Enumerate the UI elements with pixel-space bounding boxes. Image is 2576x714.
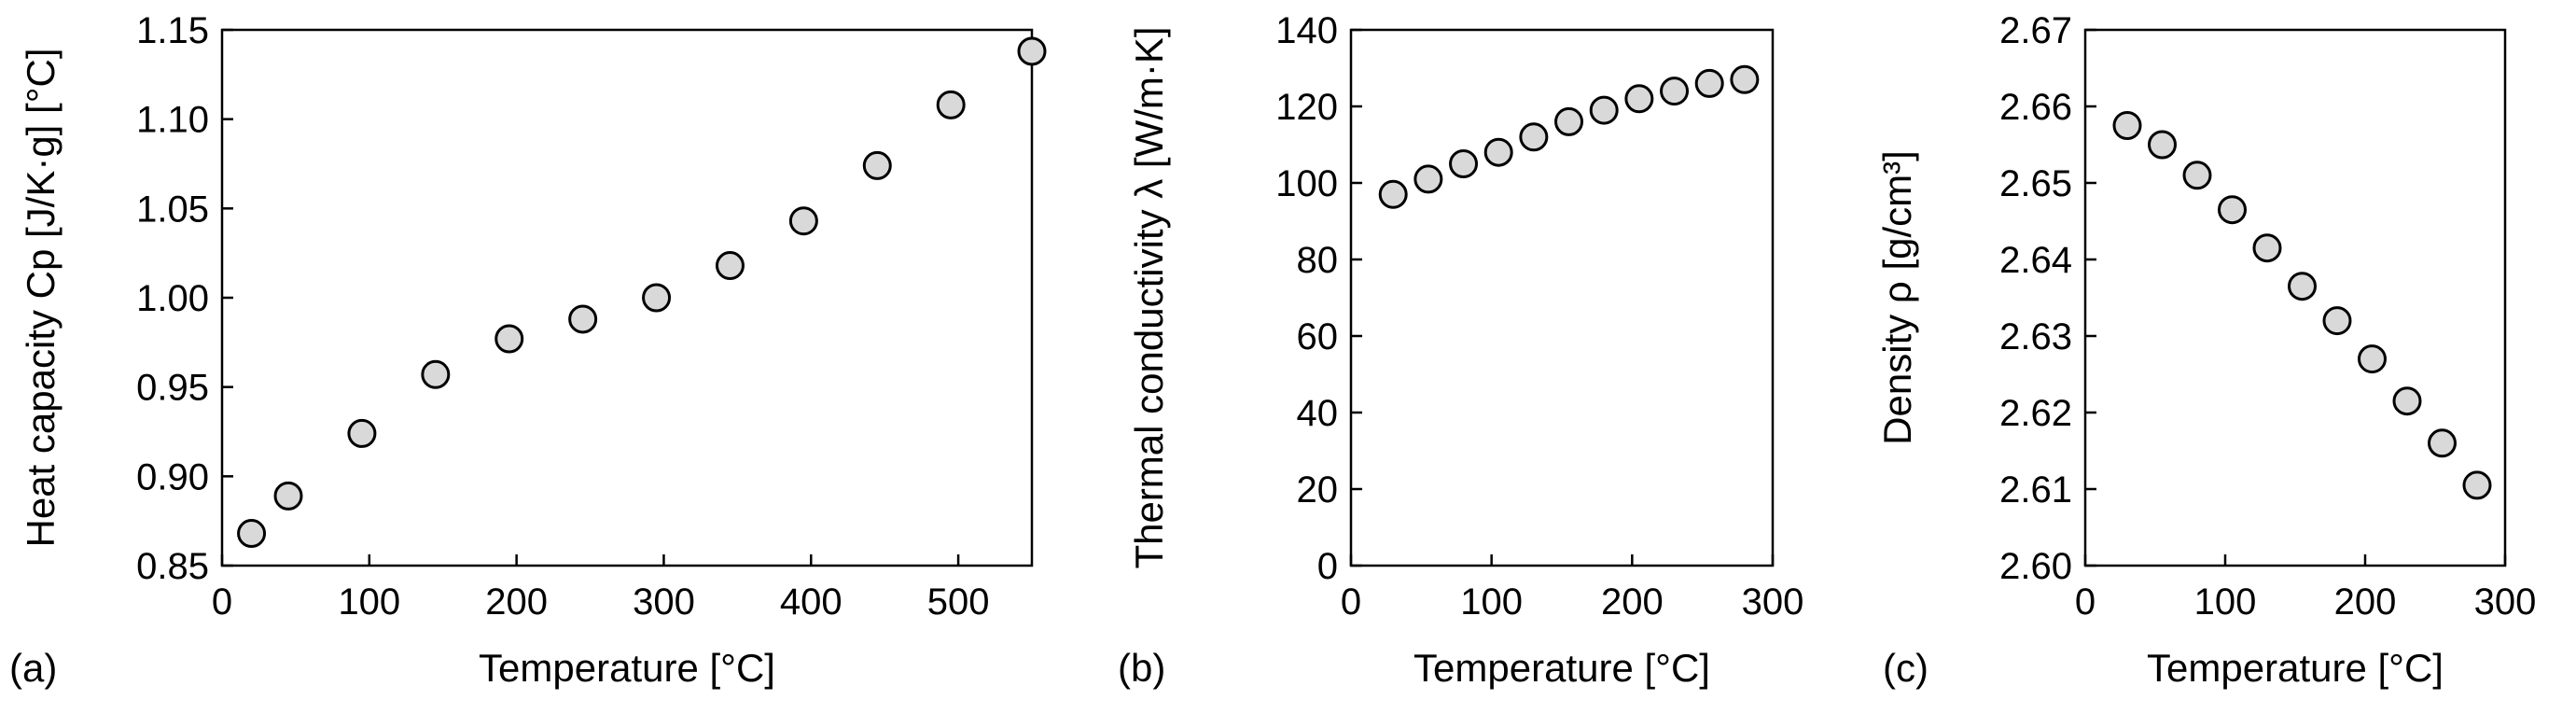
panel-a-data-point <box>788 206 818 236</box>
panel-c-data-point <box>2358 344 2387 374</box>
panel-a-data-point <box>421 359 451 389</box>
panel-c-y-tick-label: 2.67 <box>1999 10 2072 51</box>
panel-a-x-tick-label: 300 <box>633 581 695 623</box>
panel-c-y-ticks: 2.60 2.61 2.62 2.63 2.64 2.65 2.66 2.67 <box>1999 10 2096 587</box>
panel-c-density: 2.60 2.61 2.62 2.63 2.64 2.65 2.66 2.67 0 100 200… <box>1875 10 2536 690</box>
panel-a-data-point <box>936 90 966 119</box>
panel-b-data-point <box>1730 64 1760 94</box>
panel-b-data-point <box>1554 106 1584 136</box>
panel-b-y-tick-label: 140 <box>1275 10 1338 51</box>
panel-a-y-ticks: 0.85 0.90 0.95 1.00 1.05 1.10 1.15 <box>136 10 233 587</box>
panel-b-y-axis-label: Thermal conductivity λ [W/m·K] <box>1127 26 1171 568</box>
panel-c-x-tick-label: 100 <box>2194 581 2257 623</box>
panel-b-data-point <box>1660 77 1690 106</box>
panel-b-x-tick-label: 200 <box>1601 581 1664 623</box>
panel-b-x-ticks: 0 100 200 300 <box>1341 554 1804 623</box>
panel-a-y-tick-label: 0.90 <box>136 456 209 497</box>
panel-b-data-point <box>1624 84 1654 114</box>
panel-c-y-tick-label: 2.66 <box>1999 87 2072 128</box>
panel-a-y-tick-label: 1.00 <box>136 278 209 319</box>
panel-c-data-point <box>2392 386 2422 416</box>
panel-b-data-point <box>1378 179 1408 209</box>
panel-c-plot-frame <box>2083 28 2507 567</box>
panel-c-data-point <box>2148 130 2177 160</box>
panel-b-thermal-conductivity: 0 20 40 60 80 100 120 140 0 100 200 300 Thermal co… <box>1118 10 1803 690</box>
panel-a-data-point <box>715 251 745 281</box>
panel-a-x-axis-label: Temperature [°C] <box>479 646 775 690</box>
panel-a-x-tick-label: 0 <box>212 581 232 623</box>
panel-a-data-points <box>237 36 1047 549</box>
panel-b-data-point <box>1589 95 1619 125</box>
panel-a-x-tick-label: 400 <box>780 581 842 623</box>
panel-b-y-tick-label: 0 <box>1317 546 1338 587</box>
panel-b-x-axis-label: Temperature [°C] <box>1413 646 1710 690</box>
panel-c-data-point <box>2322 306 2352 336</box>
panel-c-data-point <box>2252 233 2282 263</box>
panel-a-y-tick-label: 1.15 <box>136 10 209 51</box>
panel-a-y-axis-label: Heat capacity Cp [J/K·g] [°C] <box>19 49 63 548</box>
panel-b-x-tick-label: 100 <box>1460 581 1523 623</box>
panel-a-x-tick-label: 100 <box>338 581 400 623</box>
panel-a-data-point <box>494 324 524 354</box>
panel-b-y-tick-label: 80 <box>1297 240 1339 281</box>
panel-c-label: (c) <box>1883 646 1929 690</box>
panel-b-x-tick-label: 300 <box>1742 581 1804 623</box>
panel-a-data-point <box>1017 36 1047 66</box>
panel-c-y-tick-label: 2.65 <box>1999 163 2072 204</box>
panel-b-data-point <box>1483 137 1513 167</box>
panel-c-data-point <box>2218 195 2247 225</box>
panel-c-x-tick-label: 300 <box>2474 581 2537 623</box>
panel-c-x-ticks: 0 100 200 300 <box>2075 554 2537 623</box>
panel-c-y-tick-label: 2.60 <box>1999 546 2072 587</box>
panel-b-y-tick-label: 100 <box>1275 163 1338 204</box>
panel-a-label: (a) <box>9 646 57 690</box>
panel-a-data-point <box>642 283 672 313</box>
panel-a-y-tick-label: 1.10 <box>136 100 209 141</box>
panel-c-x-tick-label: 200 <box>2334 581 2397 623</box>
panel-b-x-tick-label: 0 <box>1341 581 1361 623</box>
panel-c-x-tick-label: 0 <box>2075 581 2096 623</box>
panel-c-data-point <box>2112 111 2142 140</box>
panel-c-data-point <box>2462 470 2492 500</box>
panel-b-data-point <box>1519 122 1549 152</box>
panel-b-label: (b) <box>1118 646 1165 690</box>
panel-b-y-tick-label: 120 <box>1275 87 1338 128</box>
panel-c-x-axis-label: Temperature [°C] <box>2147 646 2444 690</box>
panel-b-data-point <box>1413 164 1443 194</box>
panel-a-x-tick-label: 500 <box>927 581 990 623</box>
panel-b-data-point <box>1694 68 1724 98</box>
panel-a-data-point <box>347 418 377 448</box>
panel-b-y-tick-label: 40 <box>1297 393 1339 434</box>
panel-a-plot-frame <box>220 28 1034 567</box>
panel-b-data-point <box>1449 149 1479 178</box>
panel-a-y-tick-label: 0.85 <box>136 546 209 587</box>
panel-b-plot-frame <box>1349 28 1775 567</box>
panel-a-x-tick-label: 200 <box>485 581 548 623</box>
panel-a-data-point <box>862 150 892 180</box>
panel-c-data-points <box>2112 111 2492 500</box>
panel-c-y-tick-label: 2.62 <box>1999 393 2072 434</box>
panel-b-y-tick-label: 20 <box>1297 469 1339 511</box>
panel-a-heat-capacity: 0.85 0.90 0.95 1.00 1.05 1.10 1.15 0 100 200 300 4… <box>9 10 1047 690</box>
panel-b-y-ticks: 0 20 40 60 80 100 120 140 <box>1275 10 1362 587</box>
panel-c-y-tick-label: 2.61 <box>1999 469 2072 511</box>
panel-b-data-points <box>1378 64 1760 209</box>
panel-c-data-point <box>2428 428 2457 458</box>
panel-a-x-ticks: 0 100 200 300 400 500 <box>212 554 990 623</box>
panel-a-data-point <box>237 519 267 549</box>
panel-a-y-tick-label: 0.95 <box>136 368 209 409</box>
panel-a-data-point <box>273 481 303 511</box>
panel-a-data-point <box>568 304 598 334</box>
panel-c-data-point <box>2288 272 2317 301</box>
panel-c-y-tick-label: 2.63 <box>1999 316 2072 357</box>
panel-b-y-tick-label: 60 <box>1297 316 1339 357</box>
panel-a-y-tick-label: 1.05 <box>136 189 209 230</box>
panel-c-y-tick-label: 2.64 <box>1999 240 2072 281</box>
panel-c-y-axis-label: Density ρ [g/cm³] <box>1875 150 1919 445</box>
panel-c-data-point <box>2182 161 2212 190</box>
